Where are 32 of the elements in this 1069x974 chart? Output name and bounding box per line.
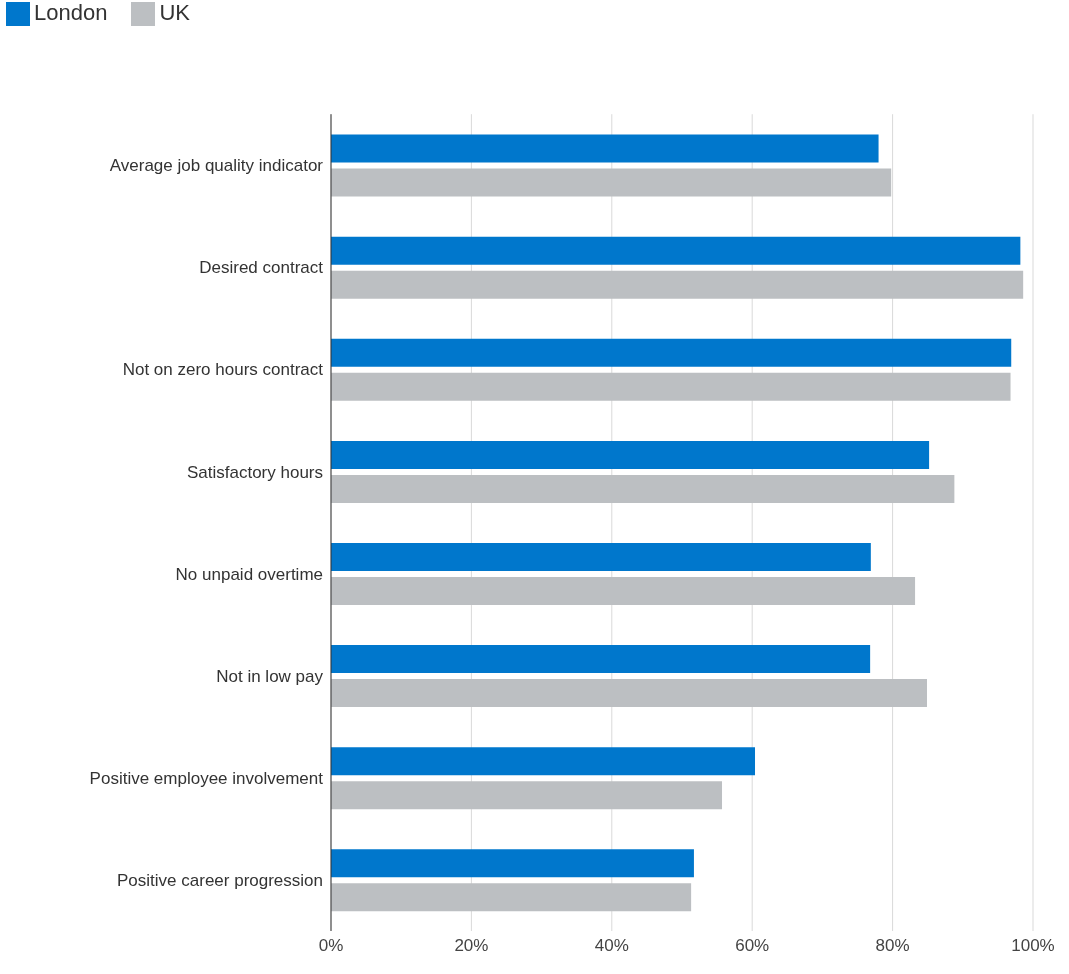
y-tick-label: Average job quality indicator [109, 156, 324, 176]
bar [331, 543, 871, 572]
bar [331, 781, 723, 810]
x-tick-label: 80% [875, 936, 910, 956]
bar [331, 679, 927, 708]
y-tick-label: Not in low pay [216, 666, 324, 686]
x-tick-label: 0% [318, 936, 344, 956]
bar [331, 883, 692, 912]
y-tick-label: No unpaid overtime [175, 564, 323, 584]
bar [331, 168, 892, 197]
y-tick-label: Not on zero hours contract [122, 360, 324, 380]
legend-label: UK [159, 0, 190, 25]
bar [331, 849, 694, 878]
bar [331, 474, 955, 503]
y-tick-label: Desired contract [199, 258, 324, 278]
x-tick-label: 20% [454, 936, 489, 956]
bar [331, 747, 756, 776]
y-tick-label: Positive career progression [117, 870, 323, 890]
y-tick-label: Satisfactory hours [186, 462, 323, 482]
bar [331, 338, 1012, 367]
x-tick-label: 60% [735, 936, 770, 956]
y-tick-label: Positive employee involvement [89, 768, 324, 788]
bar [331, 645, 871, 674]
x-tick-label: 100% [1011, 936, 1055, 956]
legend-label: London [34, 0, 108, 25]
x-tick-label: 40% [594, 936, 629, 956]
bar [331, 577, 916, 606]
bar [331, 134, 879, 163]
bar [331, 372, 1011, 401]
bar [331, 236, 1021, 265]
bar [331, 440, 930, 469]
bar [331, 270, 1024, 299]
